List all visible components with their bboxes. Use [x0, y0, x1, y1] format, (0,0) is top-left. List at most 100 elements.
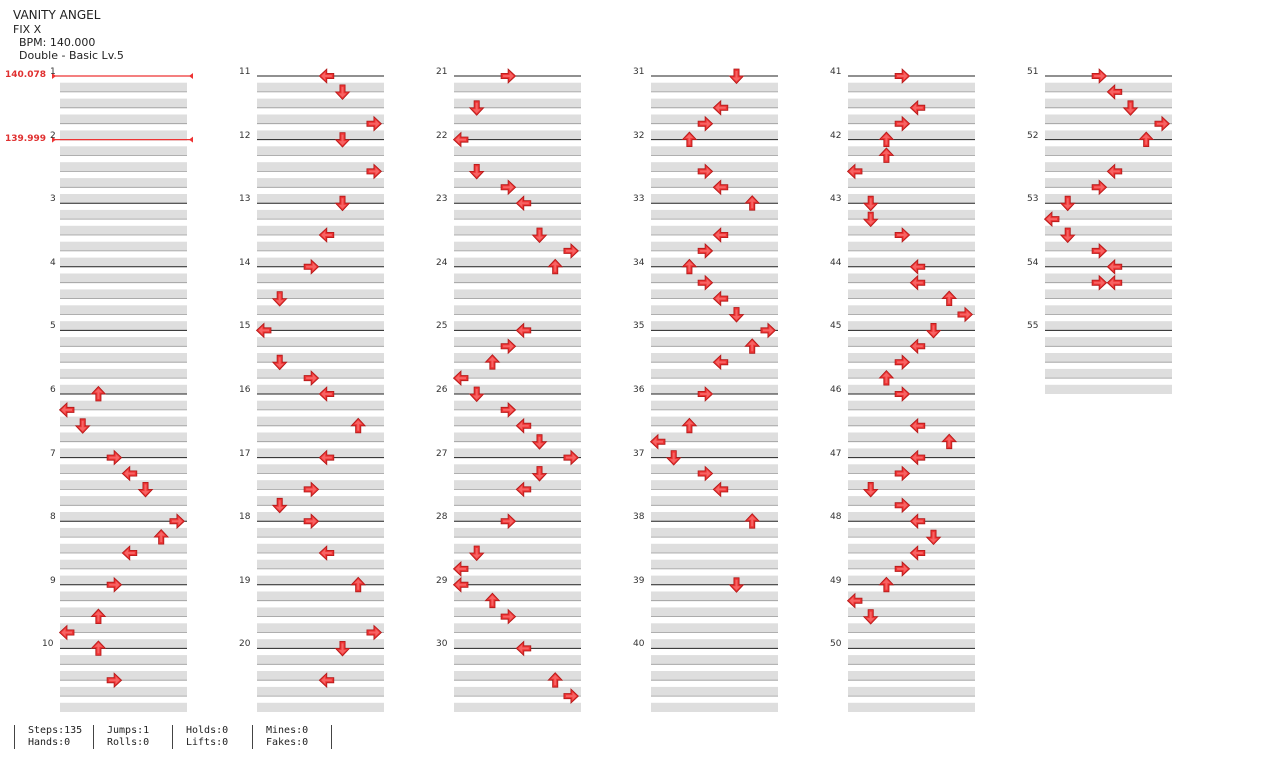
- measure-number: 41: [830, 67, 842, 77]
- arrow-right-icon: [894, 115, 911, 132]
- arrow-right-icon: [366, 163, 382, 180]
- arrow-right-icon: [697, 465, 714, 482]
- stat-steps: Steps:135: [28, 725, 83, 736]
- arrow-left-icon: [1043, 211, 1060, 228]
- arrow-right-icon: [106, 449, 123, 466]
- arrow-left-icon: [846, 592, 863, 609]
- arrow-down-icon: [862, 609, 879, 625]
- arrow-left-icon: [712, 290, 729, 307]
- arrow-right-icon: [303, 513, 320, 530]
- measure-number: 43: [830, 194, 842, 205]
- measure-14: [257, 266, 384, 331]
- arrow-right-icon: [697, 274, 714, 291]
- measure-number: 28: [436, 512, 448, 523]
- arrow-left-icon: [452, 560, 469, 577]
- arrow-left-icon: [909, 545, 926, 561]
- arrow-up-icon: [350, 417, 367, 434]
- arrow-left-icon: [1106, 258, 1123, 275]
- measure-31: [651, 75, 778, 140]
- arrow-right-icon: [697, 115, 714, 132]
- measure-number: 18: [239, 512, 251, 523]
- measure-number: 38: [633, 512, 645, 523]
- song-title: VANITY ANGEL: [13, 8, 101, 22]
- arrow-up-icon: [681, 258, 698, 275]
- measure-number: 30: [436, 639, 448, 650]
- arrow-right-icon: [106, 576, 123, 593]
- arrow-right-icon: [894, 68, 911, 84]
- measure-number: 19: [239, 575, 251, 586]
- bpm-change-marker: [52, 136, 193, 143]
- measure-51: [1045, 75, 1172, 140]
- measure-number: 8: [50, 512, 56, 523]
- measure-number: 17: [239, 448, 251, 459]
- measure-number: 7: [50, 448, 56, 459]
- arrow-down-icon: [334, 84, 351, 100]
- arrow-left-icon: [712, 99, 729, 116]
- measure-number: 47: [830, 448, 842, 459]
- arrow-right-icon: [366, 115, 382, 132]
- measure-number: 13: [239, 194, 251, 205]
- measure-17: [257, 457, 384, 522]
- arrow-left-icon: [909, 258, 926, 275]
- stat-fakes: Fakes:0: [266, 737, 309, 748]
- measure-number: 36: [633, 385, 645, 395]
- stats-col-3: Holds:0 Lifts:0: [172, 725, 228, 749]
- measure-32: [651, 139, 778, 204]
- arrow-up-icon: [681, 417, 698, 434]
- measure-12: [257, 139, 384, 204]
- arrow-left-icon: [318, 449, 335, 466]
- arrow-up-icon: [941, 290, 958, 307]
- measure-7: [60, 457, 187, 522]
- arrow-right-icon: [697, 242, 714, 259]
- arrow-up-icon: [878, 131, 895, 148]
- arrow-down-icon: [728, 307, 745, 323]
- arrow-down-icon: [531, 434, 548, 450]
- arrow-right-icon: [894, 227, 911, 243]
- arrow-up-icon: [744, 513, 761, 529]
- arrow-up-icon: [90, 608, 107, 624]
- arrow-left-icon: [318, 386, 335, 402]
- measure-number: 54: [1027, 257, 1039, 268]
- arrow-down-icon: [271, 354, 288, 371]
- arrow-right-icon: [366, 624, 382, 641]
- measure-13: [257, 202, 384, 267]
- measure-number: 34: [633, 257, 645, 268]
- arrow-right-icon: [563, 242, 579, 259]
- measure-number: 2: [50, 130, 56, 141]
- arrow-up-icon: [941, 433, 958, 450]
- arrow-right-icon: [563, 688, 579, 705]
- arrow-left-icon: [1106, 83, 1123, 100]
- measure-45: [848, 329, 975, 394]
- arrow-right-icon: [500, 608, 517, 625]
- arrow-down-icon: [137, 481, 154, 498]
- measure-number: 10: [42, 639, 54, 650]
- arrow-down-icon: [862, 481, 879, 498]
- arrow-right-icon: [1154, 115, 1170, 132]
- arrow-right-icon: [894, 386, 911, 402]
- arrow-left-icon: [909, 99, 926, 116]
- arrow-up-icon: [90, 640, 107, 656]
- measure-3: [60, 202, 187, 267]
- arrow-down-icon: [271, 497, 288, 514]
- measure-number: 42: [830, 130, 842, 141]
- arrow-left-icon: [909, 338, 926, 355]
- stats-col-end: [331, 725, 345, 749]
- arrow-left-icon: [1106, 163, 1123, 180]
- measure-number: 31: [633, 67, 645, 77]
- measure-27: [454, 457, 581, 522]
- arrow-down-icon: [862, 211, 879, 228]
- measure-number: 33: [633, 194, 645, 205]
- arrow-left-icon: [1106, 274, 1123, 291]
- measure-39: [651, 584, 778, 649]
- arrow-down-icon: [334, 132, 351, 148]
- arrow-up-icon: [878, 147, 895, 163]
- measure-number: 40: [633, 639, 645, 650]
- arrow-down-icon: [468, 545, 485, 562]
- arrow-up-icon: [878, 370, 895, 386]
- arrow-down-icon: [468, 100, 485, 116]
- stat-mines: Mines:0: [266, 725, 309, 736]
- arrow-left-icon: [58, 624, 75, 641]
- measure-40: [651, 647, 778, 712]
- arrow-right-icon: [106, 672, 123, 689]
